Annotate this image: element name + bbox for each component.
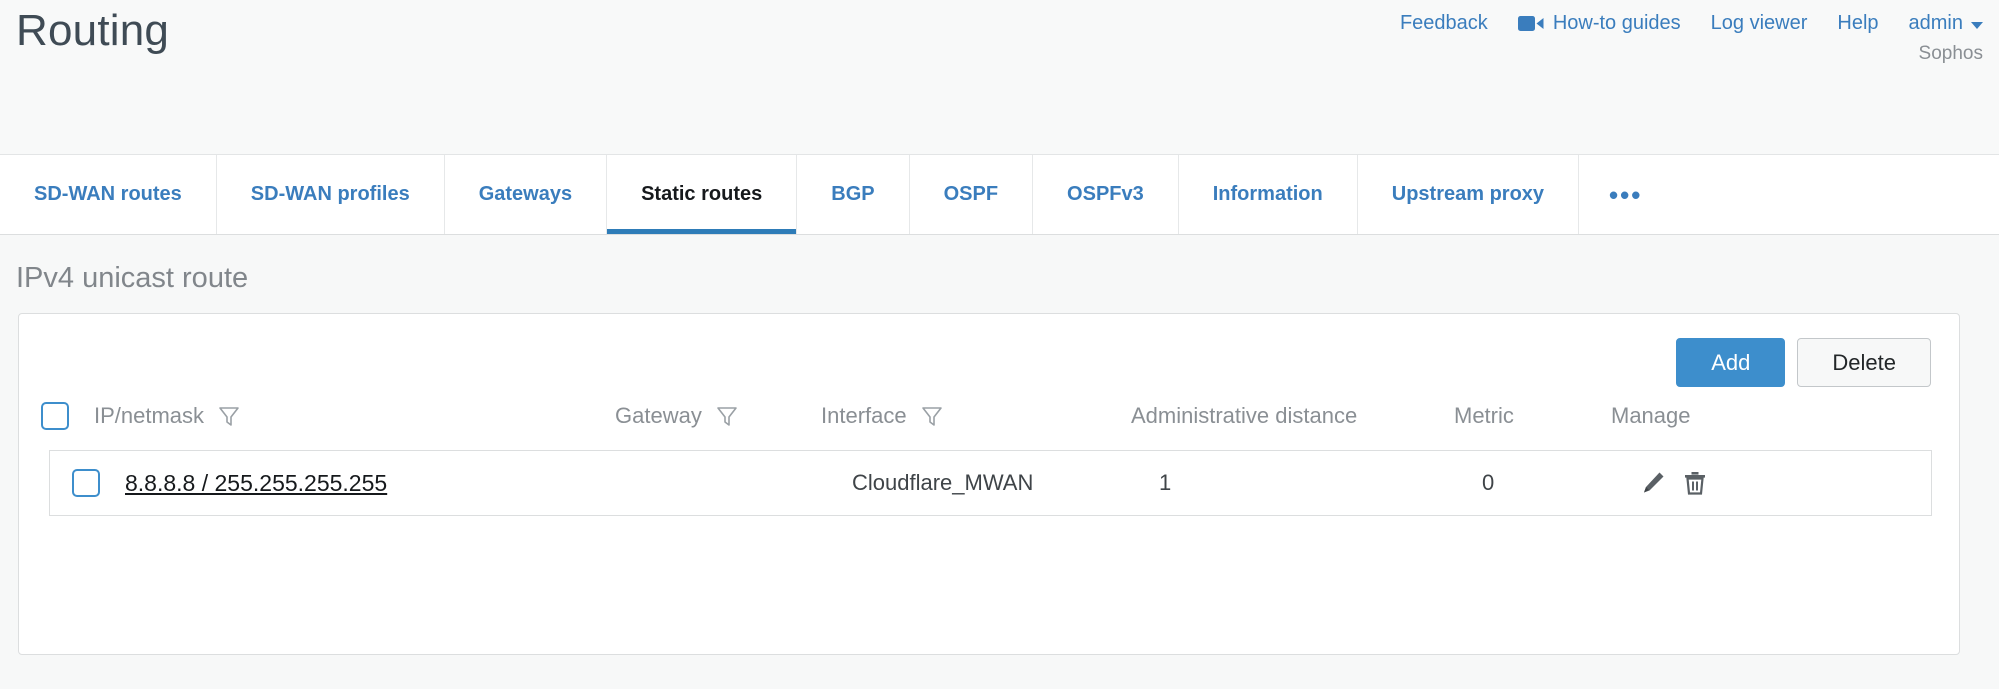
delete-button[interactable]: Delete bbox=[1797, 338, 1931, 387]
tab-bgp[interactable]: BGP bbox=[797, 155, 910, 234]
filter-funnel-icon-gateway[interactable] bbox=[714, 403, 740, 429]
edit-pencil-icon[interactable] bbox=[1639, 469, 1667, 497]
user-menu-label: admin bbox=[1908, 12, 1963, 34]
tab-bgp-label: BGP bbox=[831, 183, 875, 205]
tab-ospf[interactable]: OSPF bbox=[910, 155, 1034, 234]
tab-ospfv3[interactable]: OSPFv3 bbox=[1033, 155, 1179, 234]
filter-funnel-icon-ip-netmask[interactable] bbox=[216, 403, 242, 429]
header-link-help-label: Help bbox=[1837, 12, 1879, 34]
header-nav: Feedback How-to guides Log viewer Help a… bbox=[1400, 12, 1983, 35]
row-select-cell bbox=[50, 469, 122, 497]
tab-bar-spacer bbox=[1672, 155, 1999, 234]
tab-ospfv3-label: OSPFv3 bbox=[1067, 183, 1144, 205]
cell-ip-netmask: 8.8.8.8 / 255.255.255.255 bbox=[122, 470, 649, 497]
delete-trash-icon[interactable] bbox=[1681, 469, 1709, 497]
video-camera-icon bbox=[1517, 16, 1544, 31]
tab-information[interactable]: Information bbox=[1179, 155, 1358, 234]
column-header-ip-netmask: IP/netmask bbox=[91, 403, 615, 429]
tab-upstream-proxy-label: Upstream proxy bbox=[1391, 183, 1545, 205]
column-header-metric-label: Metric bbox=[1454, 403, 1514, 428]
select-all-checkbox[interactable] bbox=[41, 402, 69, 430]
table-header-row: IP/netmask Gateway Interface Administrat… bbox=[19, 393, 1959, 439]
section-title: IPv4 unicast route bbox=[16, 262, 249, 294]
org-name: Sophos bbox=[1918, 43, 1983, 64]
column-header-administrative-distance: Administrative distance bbox=[1131, 403, 1454, 429]
card-actions: Add Delete bbox=[1676, 338, 1931, 387]
manage-icons bbox=[1639, 469, 1899, 497]
column-header-gateway: Gateway bbox=[615, 403, 821, 429]
row-select-checkbox[interactable] bbox=[72, 469, 100, 497]
header-link-feedback[interactable]: Feedback bbox=[1400, 12, 1488, 35]
header-link-log-viewer-label: Log viewer bbox=[1710, 12, 1808, 34]
routes-table: IP/netmask Gateway Interface Administrat… bbox=[19, 393, 1959, 516]
user-menu[interactable]: admin bbox=[1909, 12, 1983, 35]
header-link-how-to-guides-label: How-to guides bbox=[1552, 12, 1681, 34]
cell-manage bbox=[1639, 469, 1899, 497]
column-header-ip-netmask-label: IP/netmask bbox=[94, 403, 205, 428]
cell-administrative-distance: 1 bbox=[1159, 470, 1172, 495]
column-header-metric: Metric bbox=[1454, 403, 1611, 429]
tab-gateways-label: Gateways bbox=[478, 183, 573, 205]
column-header-gateway-label: Gateway bbox=[615, 403, 702, 428]
ellipsis-icon: ••• bbox=[1609, 179, 1643, 210]
column-header-interface-label: Interface bbox=[821, 403, 907, 428]
header-link-feedback-label: Feedback bbox=[1399, 12, 1488, 34]
tab-static-routes[interactable]: Static routes bbox=[607, 155, 798, 234]
filter-funnel-icon-interface[interactable] bbox=[919, 403, 945, 429]
page-title: Routing bbox=[16, 6, 170, 55]
add-button[interactable]: Add bbox=[1676, 338, 1786, 387]
tab-upstream-proxy[interactable]: Upstream proxy bbox=[1358, 155, 1580, 234]
tab-bar: SD-WAN routes SD-WAN profiles Gateways S… bbox=[0, 155, 1999, 235]
page-header: Routing Feedback How-to guides Log viewe… bbox=[0, 0, 1999, 155]
column-header-manage: Manage bbox=[1611, 403, 1871, 429]
route-link[interactable]: 8.8.8.8 / 255.255.255.255 bbox=[125, 469, 388, 496]
tab-ospf-label: OSPF bbox=[943, 183, 999, 205]
tab-static-routes-label: Static routes bbox=[641, 183, 763, 205]
column-header-administrative-distance-label: Administrative distance bbox=[1131, 403, 1358, 428]
tab-sd-wan-routes[interactable]: SD-WAN routes bbox=[0, 155, 217, 234]
routes-card: Add Delete IP/netmask Gateway Inter bbox=[18, 313, 1960, 655]
tab-gateways[interactable]: Gateways bbox=[445, 155, 608, 234]
cell-metric: 0 bbox=[1482, 470, 1495, 495]
table-row: 8.8.8.8 / 255.255.255.255 Cloudflare_MWA… bbox=[49, 450, 1932, 516]
header-link-how-to-guides[interactable]: How-to guides bbox=[1517, 12, 1681, 35]
cell-interface: Cloudflare_MWAN bbox=[852, 470, 1034, 495]
tab-overflow-button[interactable]: ••• bbox=[1579, 155, 1672, 234]
tab-sd-wan-profiles-label: SD-WAN profiles bbox=[250, 183, 410, 205]
header-link-help[interactable]: Help bbox=[1837, 12, 1878, 35]
column-header-interface: Interface bbox=[821, 403, 1131, 429]
tab-information-label: Information bbox=[1212, 183, 1323, 205]
tab-sd-wan-routes-label: SD-WAN routes bbox=[34, 183, 182, 205]
header-link-log-viewer[interactable]: Log viewer bbox=[1711, 12, 1808, 35]
tab-sd-wan-profiles[interactable]: SD-WAN profiles bbox=[217, 155, 445, 234]
chevron-down-icon bbox=[1971, 21, 1983, 29]
column-header-manage-label: Manage bbox=[1611, 403, 1691, 428]
select-all-cell bbox=[19, 402, 91, 430]
